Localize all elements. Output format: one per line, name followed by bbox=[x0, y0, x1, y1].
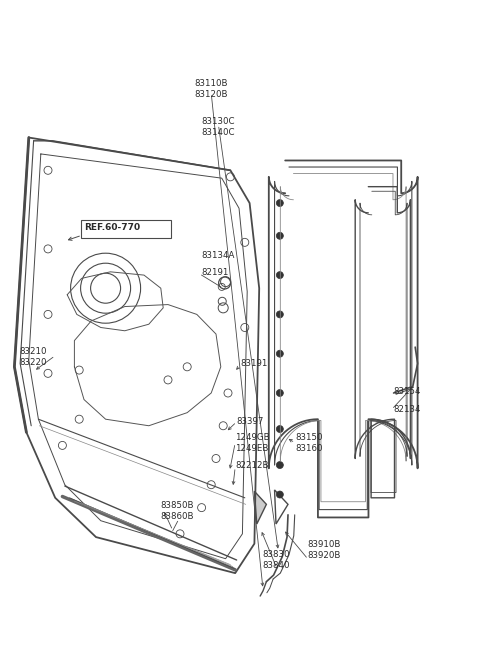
Text: 83110B
83120B: 83110B 83120B bbox=[194, 79, 228, 99]
Circle shape bbox=[276, 426, 283, 432]
Circle shape bbox=[276, 272, 283, 278]
Circle shape bbox=[276, 462, 283, 468]
Text: 82134: 82134 bbox=[394, 405, 421, 414]
Text: 83397: 83397 bbox=[237, 417, 264, 426]
Text: 1249GB
1249EB: 1249GB 1249EB bbox=[235, 433, 270, 453]
Polygon shape bbox=[254, 491, 266, 524]
Text: 82212B: 82212B bbox=[235, 460, 269, 470]
Text: 83850B
83860B: 83850B 83860B bbox=[161, 500, 194, 521]
Text: 83130C
83140C: 83130C 83140C bbox=[202, 117, 235, 137]
FancyBboxPatch shape bbox=[81, 220, 171, 238]
Circle shape bbox=[276, 200, 283, 206]
Circle shape bbox=[276, 350, 283, 357]
Text: 83830
83840: 83830 83840 bbox=[262, 550, 290, 570]
Text: 83150
83160: 83150 83160 bbox=[295, 433, 323, 453]
Text: 83210
83220: 83210 83220 bbox=[19, 347, 47, 367]
Circle shape bbox=[276, 491, 283, 498]
Text: 83134A: 83134A bbox=[202, 251, 235, 260]
Text: 83910B
83920B: 83910B 83920B bbox=[307, 540, 341, 560]
Circle shape bbox=[276, 233, 283, 239]
Text: 82191: 82191 bbox=[202, 268, 229, 277]
Circle shape bbox=[276, 390, 283, 396]
Circle shape bbox=[276, 311, 283, 318]
Text: 83191: 83191 bbox=[240, 359, 267, 368]
Text: 83154: 83154 bbox=[394, 387, 421, 396]
Text: REF.60-770: REF.60-770 bbox=[84, 223, 140, 233]
